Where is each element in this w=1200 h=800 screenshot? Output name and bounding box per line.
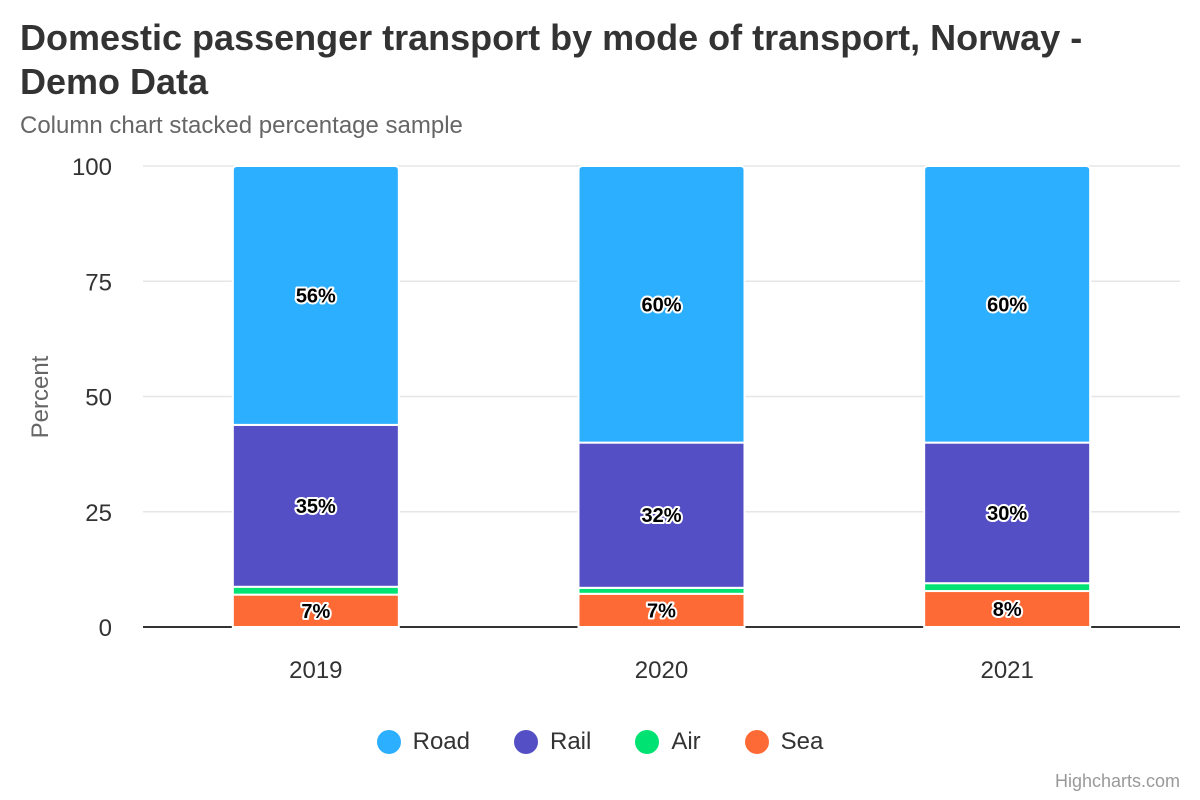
- bar-road: [231, 165, 400, 426]
- data-label: 32%: [641, 505, 681, 527]
- chart-title: Domestic passenger transport by mode of …: [20, 17, 1083, 102]
- data-label-group: 7% 35% 56% 7% 32% 60% 8% 30% 60%: [294, 283, 1030, 624]
- data-label: 7%: [647, 600, 676, 622]
- data-label: 60%: [987, 294, 1027, 316]
- legend-label: Road: [412, 728, 470, 755]
- legend-label: Sea: [780, 728, 824, 755]
- legend-item-sea[interactable]: Sea: [744, 728, 824, 756]
- credits-link[interactable]: Highcharts.com: [1054, 771, 1180, 791]
- y-tick-label: 25: [85, 500, 112, 527]
- legend-swatch: [744, 730, 769, 754]
- bar-air: [231, 585, 400, 596]
- data-label: 56%: [296, 285, 336, 307]
- bar-road: [923, 165, 1092, 444]
- legend-label: Rail: [549, 728, 592, 755]
- legend-item-rail[interactable]: Rail: [513, 728, 592, 756]
- bar-rail: [577, 441, 746, 589]
- y-tick-label: 50: [85, 385, 112, 412]
- y-axis-ticks: 0 25 50 75 100: [72, 154, 112, 642]
- legend-item-air[interactable]: Air: [635, 728, 701, 756]
- legend-swatch: [635, 730, 660, 754]
- legend-item-road[interactable]: Road: [376, 728, 470, 756]
- legend-swatch: [376, 730, 401, 754]
- data-label: 7%: [301, 601, 330, 623]
- bar-road: [577, 165, 746, 444]
- y-tick-label: 75: [85, 269, 112, 296]
- x-tick-label: 2019: [289, 657, 342, 684]
- bar-air: [923, 582, 1092, 593]
- data-label: 60%: [641, 294, 681, 316]
- chart-subtitle: Column chart stacked percentage sample: [20, 112, 463, 139]
- legend: Road Rail Air Sea: [0, 722, 1200, 762]
- data-label: 30%: [987, 503, 1027, 525]
- data-label: 35%: [296, 496, 336, 518]
- y-axis-label: Percent: [27, 355, 54, 438]
- bar-rail: [231, 423, 400, 588]
- legend-swatch: [513, 730, 538, 754]
- bar-sea: [923, 590, 1092, 628]
- bar-group: [231, 165, 1092, 628]
- legend-label: Air: [671, 728, 701, 755]
- x-axis-ticks: 2019 2020 2021: [289, 657, 1034, 684]
- bar-sea: [231, 593, 400, 628]
- x-tick-label: 2020: [635, 657, 688, 684]
- data-label: 8%: [993, 599, 1022, 621]
- y-tick-label: 100: [72, 154, 112, 181]
- y-tick-label: 0: [99, 615, 112, 642]
- x-tick-label: 2021: [980, 657, 1033, 684]
- bar-rail: [923, 441, 1092, 585]
- bar-sea: [577, 592, 746, 628]
